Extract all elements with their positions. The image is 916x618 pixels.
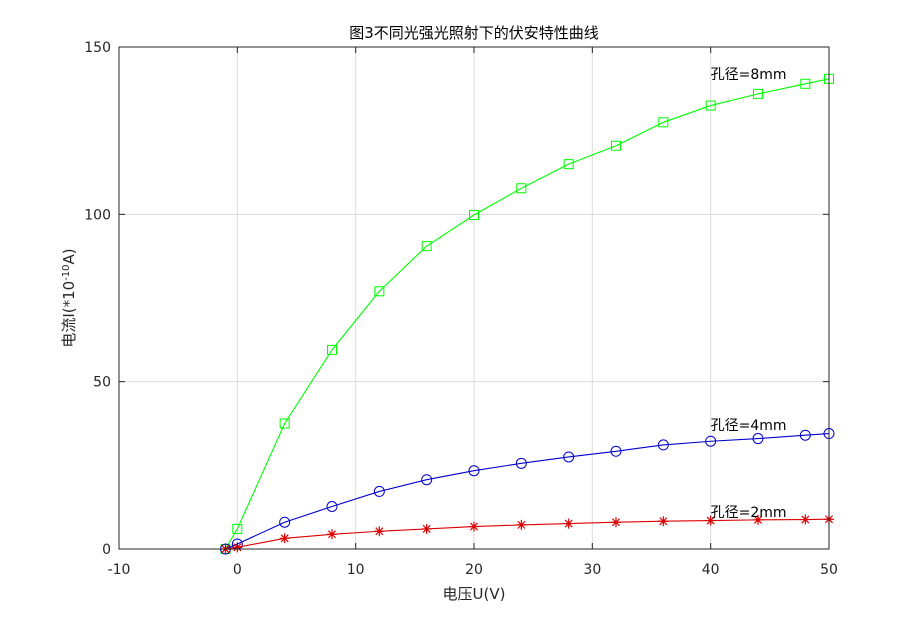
y-axis-label-prefix: 电流I(*10: [60, 281, 78, 348]
data-point-circle: [468, 465, 480, 477]
y-axis-label-suffix: A): [60, 248, 78, 264]
data-point-square: [374, 286, 385, 297]
data-point-circle: [515, 457, 527, 469]
data-point-asterisk: [469, 521, 479, 532]
data-point-circle: [799, 429, 811, 441]
data-point-square: [516, 183, 527, 194]
data-point-asterisk: [279, 533, 290, 544]
x-tick-label: 10: [347, 562, 365, 578]
y-tick-label: 100: [84, 207, 111, 223]
data-point-circle: [610, 445, 622, 457]
series-line: [225, 432, 830, 550]
data-point-asterisk: [611, 517, 621, 528]
series-1: [220, 73, 834, 554]
data-point-square: [563, 159, 574, 170]
data-point-square: [421, 241, 432, 252]
data-point-asterisk: [327, 529, 337, 540]
data-point-square: [658, 117, 669, 128]
series-layer: [220, 73, 835, 555]
data-point-asterisk: [374, 526, 385, 537]
x-tick-label: 0: [233, 562, 242, 578]
series-annotation: 孔径=2mm: [711, 505, 787, 521]
data-point-asterisk: [563, 518, 574, 529]
data-point-asterisk: [800, 514, 811, 525]
x-tick-label: -10: [108, 562, 131, 578]
data-point-square: [469, 210, 479, 221]
data-point-asterisk: [421, 523, 432, 534]
data-point-asterisk: [658, 516, 669, 527]
data-point-square: [611, 140, 621, 151]
data-point-circle: [705, 435, 717, 447]
data-point-square: [800, 78, 811, 89]
x-tick-label: 20: [465, 562, 483, 578]
y-tick-label: 50: [93, 375, 111, 391]
ticks: -10 0 10 20 30 40 50 0 50 100 150: [84, 40, 838, 578]
data-point-square: [232, 523, 243, 534]
data-point-square: [279, 418, 290, 429]
y-axis-label: 电流I(*10-10A): [60, 248, 78, 347]
data-point-circle: [326, 500, 338, 512]
series-line: [225, 78, 830, 550]
data-point-asterisk: [705, 515, 716, 526]
data-point-asterisk: [516, 519, 527, 530]
data-point-square: [705, 100, 716, 111]
data-point-circle: [657, 439, 669, 451]
x-axis-label: 电压U(V): [443, 585, 506, 603]
series-2: [220, 428, 835, 555]
data-point-circle: [752, 433, 764, 445]
data-point-circle: [279, 516, 291, 528]
series-annotation: 孔径=4mm: [711, 418, 787, 434]
data-point-circle: [421, 474, 433, 486]
data-point-asterisk: [753, 514, 763, 525]
chart-title: 图3不同光强光照射下的伏安特性曲线: [349, 24, 599, 42]
y-axis-label-exponent: -10: [61, 264, 72, 280]
y-tick-label: 150: [84, 40, 111, 56]
x-tick-label: 30: [583, 562, 601, 578]
annotations: 孔径=8mm 孔径=4mm 孔径=2mm: [711, 67, 787, 521]
series-annotation: 孔径=8mm: [711, 67, 787, 83]
data-point-square: [327, 344, 337, 355]
x-tick-label: 50: [820, 562, 838, 578]
data-point-square: [753, 88, 763, 99]
data-point-circle: [563, 451, 575, 463]
data-point-circle: [373, 485, 385, 497]
y-tick-label: 0: [102, 542, 111, 558]
x-tick-label: 40: [702, 562, 720, 578]
